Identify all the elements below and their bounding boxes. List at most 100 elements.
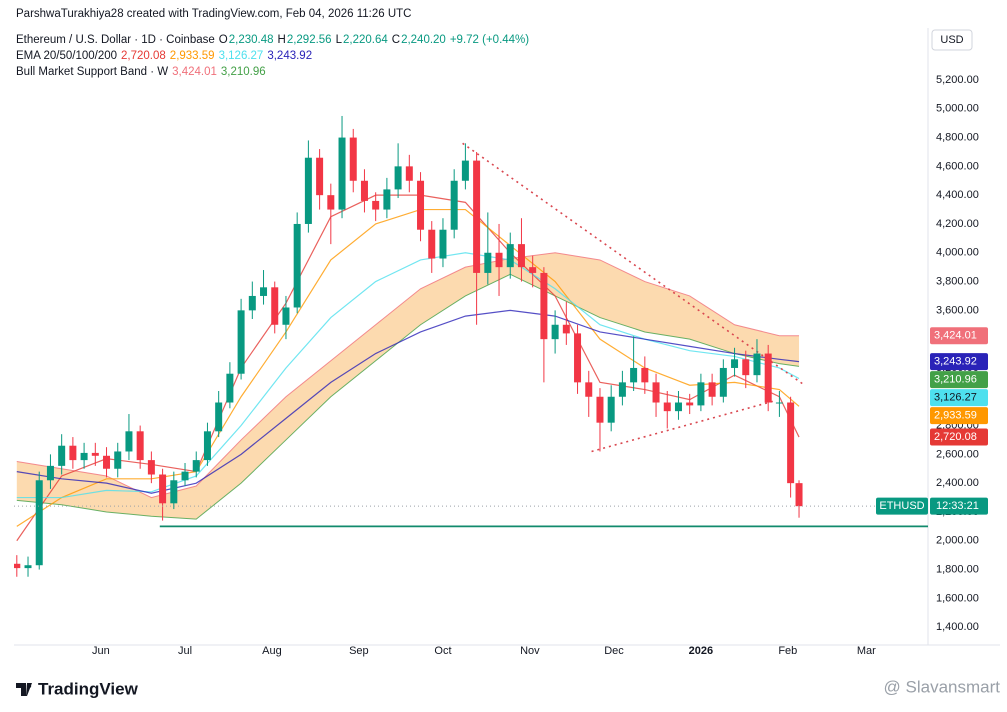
legend-symbol: Ethereum / U.S. Dollar · 1D · Coinbase O2… (16, 34, 533, 46)
y-tick-label: 2,600.00 (936, 448, 979, 460)
x-tick-label: Jun (92, 645, 110, 657)
price-tag-label: 2,933.59 (934, 410, 977, 422)
countdown-tag (930, 497, 988, 515)
candle-body (14, 563, 21, 569)
candle-body (170, 480, 178, 504)
candle-body (69, 445, 77, 461)
candle-body (585, 382, 593, 397)
tv-logo (16, 683, 32, 696)
candle-body (338, 137, 346, 210)
legend-text: C (391, 34, 401, 46)
y-tick-label: 3,600.00 (936, 304, 979, 316)
legend-text: 3,126.27 (218, 50, 264, 62)
x-tick-label: Aug (262, 645, 282, 657)
candle-body (417, 180, 425, 230)
price-tag-label: 3,424.01 (934, 330, 977, 342)
y-tick-label: 4,600.00 (936, 160, 979, 172)
candle-body (697, 382, 705, 406)
legend-text: 2,933.59 (169, 50, 215, 62)
candle-body (35, 480, 43, 566)
candle-body (226, 373, 234, 403)
legend-text: 3,210.96 (220, 66, 266, 78)
price-tag-label: 3,210.96 (934, 374, 977, 386)
candle-body (473, 160, 481, 273)
price-tag (930, 327, 988, 345)
candle-body (46, 465, 54, 481)
x-tick-label: Oct (434, 645, 451, 657)
candle-body (663, 402, 671, 412)
candle-body (114, 451, 122, 469)
y-tick-label: 4,200.00 (936, 218, 979, 230)
candle-body (484, 252, 492, 273)
y-tick-label: 5,200.00 (936, 74, 979, 86)
legend-text: H (277, 34, 286, 46)
ema-line (16, 252, 800, 499)
countdown-label: 12:33:21 (936, 500, 979, 512)
candle-body (753, 353, 761, 376)
candle-body (215, 402, 223, 432)
trendline (591, 400, 775, 453)
legend-text: L (335, 34, 342, 46)
price-tag-label: 3,126.27 (934, 392, 977, 404)
candle-body (450, 180, 458, 230)
legend-ema: EMA 20/50/100/200 2,720.08 2,933.59 3,126.2… (16, 50, 316, 62)
y-tick-label: 1,800.00 (936, 563, 979, 575)
candle-body (517, 244, 525, 268)
candle-body (574, 333, 582, 383)
candle-body (125, 431, 133, 452)
candle-body (630, 367, 638, 383)
symbol-tag (876, 497, 928, 515)
candle-body (372, 200, 380, 210)
price-tag (930, 428, 988, 446)
candle-body (58, 445, 66, 466)
watermark: @ Slavansmart (884, 677, 1001, 696)
candle-body (147, 460, 155, 475)
candle-body (551, 324, 559, 340)
candle-body (203, 431, 211, 461)
candle-body (562, 324, 570, 334)
candle-body (428, 229, 436, 259)
trendline (462, 142, 806, 386)
legend-text: EMA 20/50/100/200 (16, 50, 118, 62)
x-tick-label: Mar (857, 645, 876, 657)
band-line (16, 273, 800, 520)
candle-body (271, 287, 279, 325)
candle-body (674, 402, 682, 412)
x-tick-label: Dec (604, 645, 624, 657)
legend-text: Bull Market Support Band · W (16, 66, 169, 78)
x-tick-label: Nov (520, 645, 540, 657)
candle-body (349, 137, 357, 181)
candle-body (607, 396, 615, 423)
price-tag (930, 407, 988, 425)
candle-body (529, 267, 537, 273)
legend-text: Ethereum / U.S. Dollar · 1D · Coinbase (16, 34, 215, 46)
candle-body (540, 272, 548, 340)
candle-body (159, 474, 167, 504)
brand: TradingView (38, 679, 139, 698)
candle-body (248, 295, 256, 311)
candle-body (282, 307, 290, 325)
candle-body (641, 367, 649, 383)
y-tick-label: 2,400.00 (936, 477, 979, 489)
candle-body (91, 452, 99, 456)
candle-body (103, 455, 111, 469)
x-tick-label: Feb (778, 645, 797, 657)
candle-body (439, 229, 447, 259)
candle-body (304, 157, 312, 224)
price-tag (930, 389, 988, 407)
candle-body (764, 353, 772, 403)
candle-body (293, 223, 301, 308)
symbol-tag-label: ETHUSD (879, 500, 924, 512)
x-tick-label: 2026 (689, 645, 713, 657)
credit: ParshwaTurakhiya28 created with TradingV… (16, 8, 412, 20)
candle-body (775, 402, 783, 404)
candle-body (80, 452, 88, 461)
legend-text: 2,240.20 (401, 34, 446, 46)
x-tick-label: Jul (178, 645, 192, 657)
legend-band: Bull Market Support Band · W 3,424.01 3,21… (16, 66, 270, 78)
y-tick-label: 3,800.00 (936, 275, 979, 287)
legend-text: 3,424.01 (172, 66, 217, 78)
x-tick-label: Sep (349, 645, 369, 657)
